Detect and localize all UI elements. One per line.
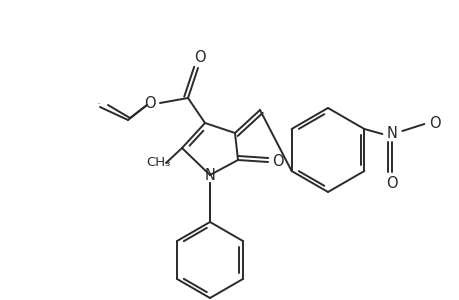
Text: O: O <box>144 95 156 110</box>
Text: O: O <box>272 154 283 169</box>
Text: O: O <box>429 116 440 131</box>
Text: N: N <box>386 127 397 142</box>
Text: O: O <box>194 50 205 65</box>
Text: CH₃: CH₃ <box>146 157 170 169</box>
Text: N: N <box>204 167 215 182</box>
Text: O: O <box>386 176 397 191</box>
Text: ethyl: ethyl <box>98 102 101 104</box>
